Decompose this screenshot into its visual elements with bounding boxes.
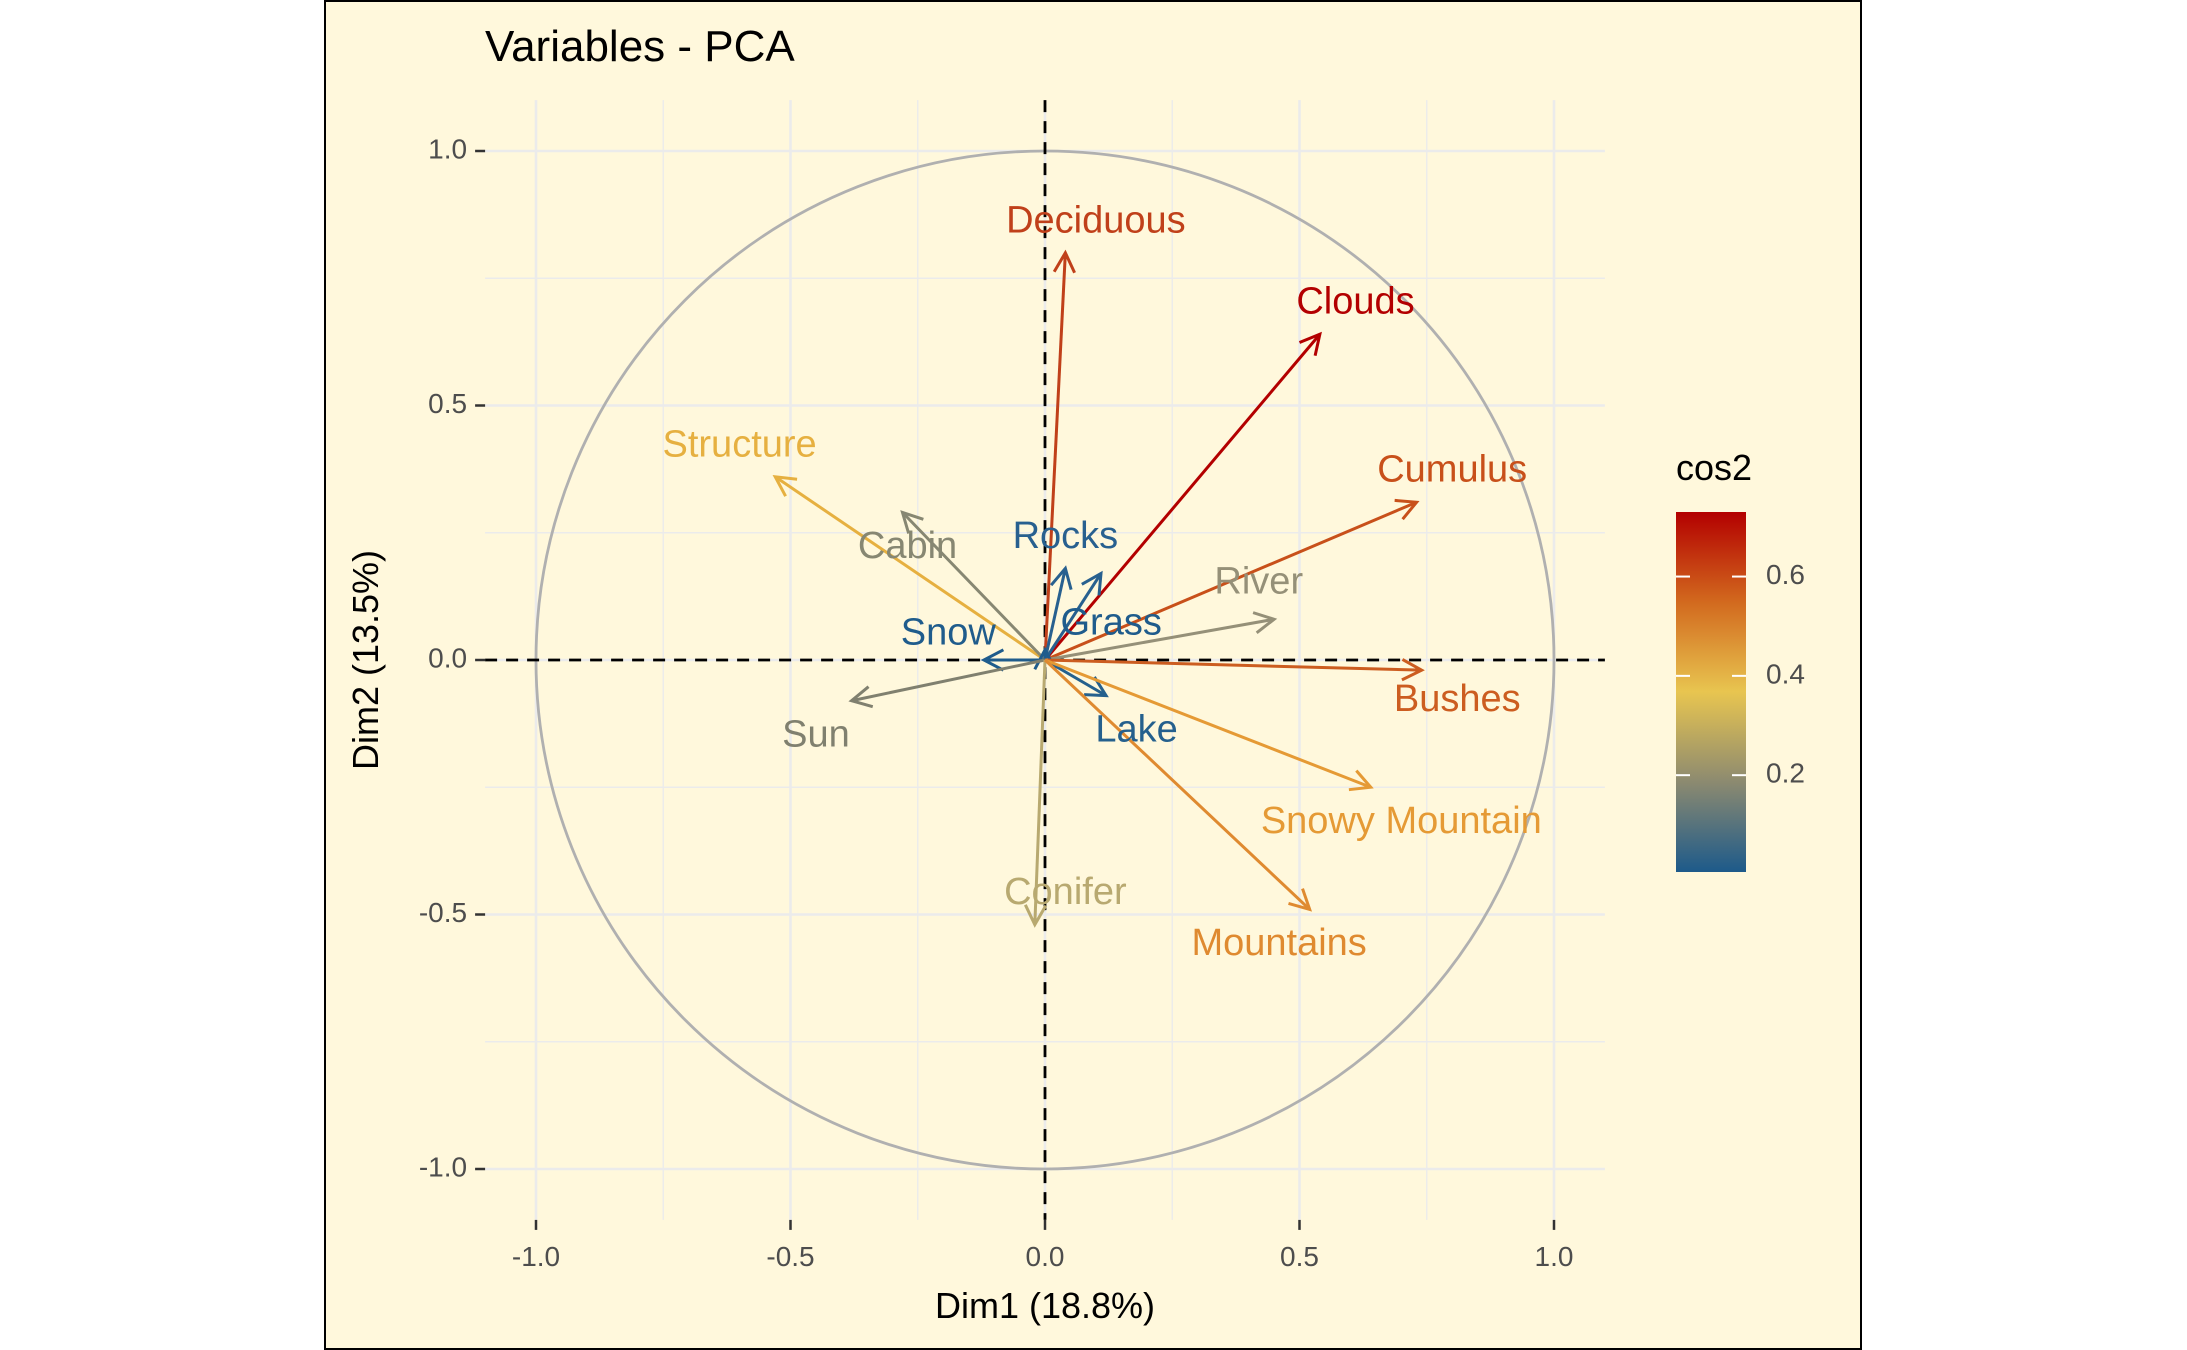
- label-snow: Snow: [901, 612, 997, 654]
- legend-tick-label: 0.2: [1766, 758, 1805, 789]
- label-rocks: Rocks: [1013, 515, 1119, 557]
- arrow-clouds: [1043, 331, 1322, 661]
- x-tick-label: 0.0: [1026, 1241, 1065, 1272]
- legend-tick-label: 0.4: [1766, 658, 1805, 689]
- chart-title: Variables - PCA: [485, 22, 795, 71]
- arrow-head: [848, 685, 874, 709]
- label-sun: Sun: [782, 713, 850, 755]
- arrow-head: [1252, 611, 1278, 634]
- x-axis-title: Dim1 (18.8%): [935, 1285, 1155, 1326]
- x-tick-label: -0.5: [766, 1241, 814, 1272]
- arrow-snowy-mountain: [1044, 658, 1374, 792]
- arrow-head: [1348, 769, 1374, 792]
- arrow-sun: [848, 658, 1046, 709]
- arrow-shaft: [1033, 659, 1047, 925]
- arrow-shaft: [774, 475, 1046, 662]
- legend-colorbar: [1676, 512, 1746, 872]
- arrow-rocks: [1043, 570, 1103, 661]
- reference-lines: [485, 100, 1605, 1220]
- arrow-head: [1023, 904, 1048, 928]
- arrow-cabin: [900, 510, 1047, 662]
- arrow-cumulus: [1044, 498, 1420, 662]
- label-lake: Lake: [1095, 708, 1177, 750]
- arrow-head: [772, 474, 798, 497]
- arrow-shaft: [901, 511, 1047, 662]
- arrow-shaft: [1044, 658, 1107, 697]
- legend-title: cos2: [1676, 447, 1752, 488]
- arrow-lake: [1044, 658, 1109, 698]
- arrow-shaft: [1044, 500, 1418, 662]
- label-snowy-mountain: Snowy Mountain: [1261, 800, 1542, 842]
- y-tick-label: 1.0: [428, 133, 467, 164]
- arrow-shaft: [1043, 572, 1103, 661]
- arrow-mountains: [1043, 658, 1313, 912]
- y-tick-label: 0.5: [428, 388, 467, 419]
- y-tick-label: -1.0: [419, 1151, 467, 1182]
- plot-background: [324, 0, 1862, 1350]
- arrow-shaft: [1044, 658, 1372, 789]
- label-deciduous: Deciduous: [1006, 199, 1186, 241]
- y-axis-title: Dim2 (13.5%): [345, 550, 386, 770]
- arrow-head: [1401, 658, 1425, 682]
- arrow-head: [1084, 676, 1109, 698]
- x-tick-label: 0.5: [1280, 1241, 1319, 1272]
- axes: -1.0 -0.5 0.0 0.5 1.0 -1.0 -0.5 0.0 0.5 1.0: [419, 133, 1574, 1272]
- arrow-shaft: [1043, 252, 1067, 661]
- arrow-shaft: [1043, 568, 1067, 661]
- label-cabin: Cabin: [858, 525, 957, 567]
- x-tick-label: 1.0: [1535, 1241, 1574, 1272]
- label-river: River: [1214, 561, 1303, 603]
- arrow-river: [1044, 611, 1278, 662]
- label-clouds: Clouds: [1296, 281, 1414, 323]
- x-tick-label: -1.0: [512, 1241, 560, 1272]
- y-tick-label: -0.5: [419, 897, 467, 928]
- arrow-shaft: [1044, 617, 1275, 662]
- label-mountains: Mountains: [1191, 922, 1366, 964]
- arrow-rocks: [1043, 565, 1073, 661]
- arrow-shaft: [851, 658, 1046, 703]
- variable-arrows: [772, 249, 1425, 928]
- label-bushes: Bushes: [1394, 678, 1521, 720]
- variable-labels: Deciduous Clouds Cumulus Structure Cabin Rock…: [663, 199, 1542, 964]
- arrow-head: [980, 648, 1005, 672]
- arrow-head: [1298, 331, 1322, 357]
- arrow-shaft: [1044, 658, 1422, 672]
- arrow-conifer: [1023, 659, 1048, 928]
- arrow-bushes: [1044, 658, 1425, 682]
- y-tick-label: 0.0: [428, 642, 467, 673]
- arrow-snow: [980, 648, 1045, 672]
- arrow-head: [1394, 498, 1420, 521]
- label-grass: Grass: [1060, 601, 1161, 643]
- label-cumulus: Cumulus: [1377, 449, 1527, 491]
- label-conifer: Conifer: [1004, 871, 1127, 913]
- cos2-legend: 0.2 0.4 0.6: [1676, 512, 1805, 872]
- arrow-shaft: [1043, 333, 1322, 661]
- arrow-structure: [772, 474, 1046, 662]
- arrow-head: [1052, 249, 1076, 274]
- arrow-head: [1050, 565, 1073, 591]
- arrow-head: [1081, 570, 1103, 596]
- arrow-shaft: [1043, 658, 1311, 911]
- arrow-deciduous: [1043, 249, 1076, 661]
- arrow-head: [1288, 888, 1313, 912]
- label-structure: Structure: [663, 423, 817, 465]
- legend-tick-label: 0.6: [1766, 559, 1805, 590]
- arrow-head: [900, 510, 924, 534]
